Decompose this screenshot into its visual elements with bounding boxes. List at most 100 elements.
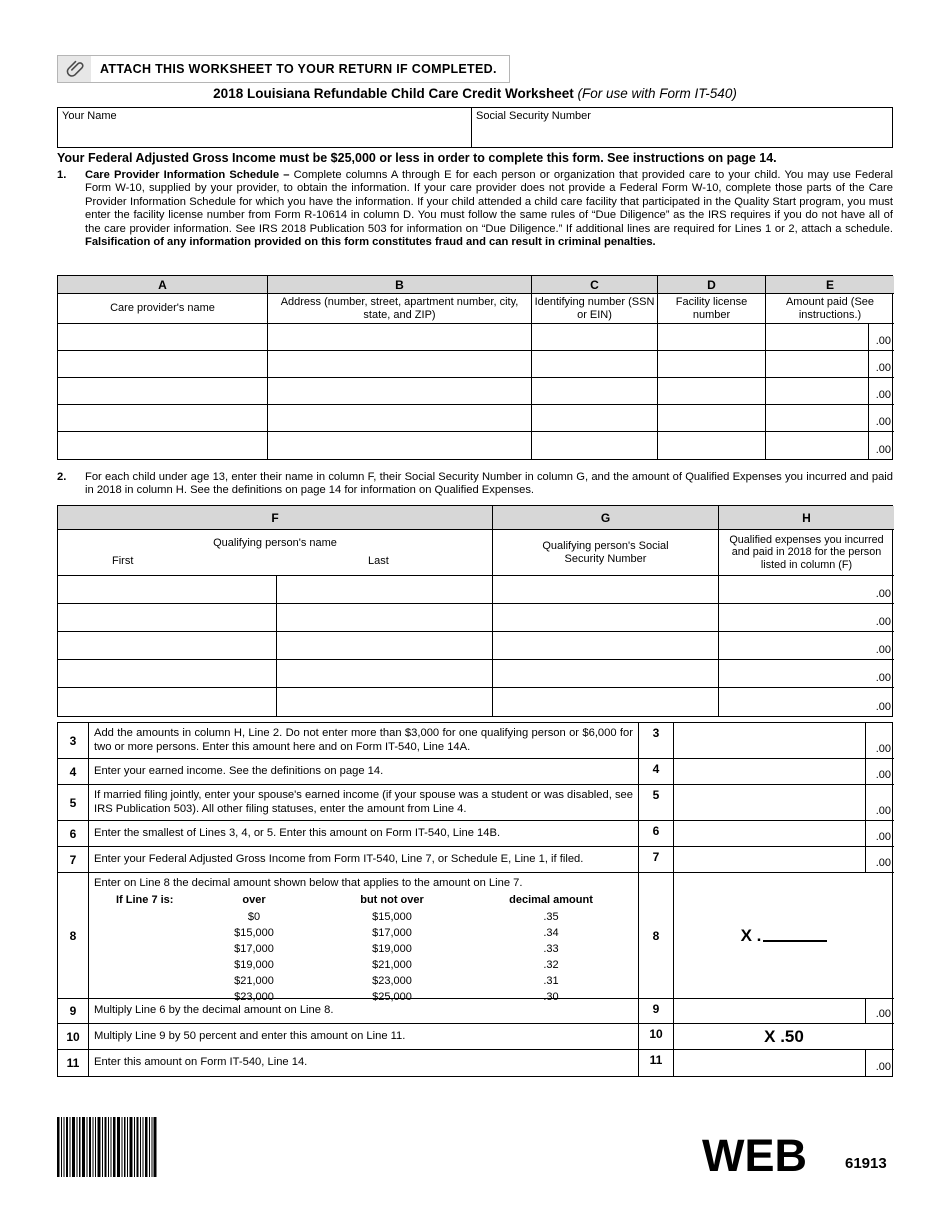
attach-notice-strip: ATTACH THIS WORKSHEET TO YOUR RETURN IF …: [57, 55, 510, 83]
provider-address-input[interactable]: [268, 405, 532, 432]
amount-paid-input[interactable]: [766, 324, 869, 351]
qualifying-last-name-input[interactable]: [277, 604, 493, 632]
line-8-label: 8: [58, 873, 89, 999]
identifying-number-input[interactable]: [532, 324, 658, 351]
ssn-field[interactable]: Social Security Number: [472, 108, 892, 147]
care-provider-name-input[interactable]: [58, 324, 268, 351]
table2-letter-f: F: [58, 506, 493, 530]
item-1-body: Complete columns A through E for each pe…: [85, 169, 893, 235]
care-provider-name-input[interactable]: [58, 432, 268, 459]
qualifying-ssn-input[interactable]: [493, 576, 719, 604]
care-provider-name-input[interactable]: [58, 351, 268, 378]
form-title-suffix: (For use with Form IT-540): [577, 86, 737, 101]
line-7-text: Enter your Federal Adjusted Gross Income…: [89, 847, 639, 873]
rate-not-over: $17,000: [372, 927, 412, 939]
identifying-number-input[interactable]: [532, 378, 658, 405]
table1-letter-d: D: [658, 276, 766, 294]
provider-address-input[interactable]: [268, 351, 532, 378]
line-3-number: 3: [639, 723, 674, 759]
qualified-expenses-input[interactable]: .00: [719, 632, 894, 660]
identifying-number-input[interactable]: [532, 351, 658, 378]
line-11-number: 11: [639, 1050, 674, 1076]
table2-header-ssn: Qualifying person's Social Security Numb…: [493, 530, 719, 576]
line-6-amount-input[interactable]: [674, 821, 866, 847]
facility-license-input[interactable]: [658, 324, 766, 351]
line-9-amount-input[interactable]: [674, 999, 866, 1024]
line-10-number: 10: [639, 1024, 674, 1050]
qualifying-ssn-input[interactable]: [493, 660, 719, 688]
table2-header-expenses: Qualified expenses you incurred and paid…: [719, 530, 894, 576]
table1-header-identifying-number: Identifying number (SSN or EIN): [532, 294, 658, 324]
line-4-number: 4: [639, 759, 674, 785]
line-4-amount-input[interactable]: [674, 759, 866, 785]
amount-paid-input[interactable]: [766, 378, 869, 405]
facility-license-input[interactable]: [658, 432, 766, 459]
qualifying-first-name-input[interactable]: [58, 576, 277, 604]
identity-box: Your Name Social Security Number: [57, 107, 893, 148]
qualified-expenses-input[interactable]: .00: [719, 576, 894, 604]
qualifying-first-name-input[interactable]: [58, 660, 277, 688]
qualifying-last-name-input[interactable]: [277, 632, 493, 660]
rate-over: $19,000: [234, 959, 274, 971]
item-1-number: 1.: [57, 169, 67, 181]
rate-not-over: $23,000: [372, 975, 412, 987]
form-number: 61913: [845, 1155, 887, 1172]
expenses-cents: .00: [875, 588, 891, 600]
qualifying-person-table: F G H Qualifying person's name First Las…: [57, 505, 894, 717]
rate-spacer: [114, 957, 206, 973]
line-3-amount-input[interactable]: [674, 723, 866, 759]
rate-over: $23,000: [234, 991, 274, 1003]
qualified-expenses-input[interactable]: .00: [719, 604, 894, 632]
your-name-label: Your Name: [62, 110, 117, 122]
line-10-multiplier: X .50: [674, 1024, 894, 1050]
table2-letter-h: H: [719, 506, 894, 530]
line-6-text: Enter the smallest of Lines 3, 4, or 5. …: [89, 821, 639, 847]
qualifying-first-name-input[interactable]: [58, 632, 277, 660]
line-3-cents: .00: [866, 723, 894, 759]
identifying-number-input[interactable]: [532, 405, 658, 432]
table1-letter-a: A: [58, 276, 268, 294]
your-name-field[interactable]: Your Name: [58, 108, 472, 147]
provider-address-input[interactable]: [268, 324, 532, 351]
amount-paid-input[interactable]: [766, 432, 869, 459]
line-8-text: Enter on Line 8 the decimal amount shown…: [89, 873, 639, 1003]
item-2: 2. For each child under age 13, enter th…: [57, 471, 893, 498]
barcode: [57, 1117, 157, 1177]
rate-not-over: $21,000: [372, 959, 412, 971]
line-8-decimal-input[interactable]: X .: [674, 873, 894, 999]
qualifying-ssn-input[interactable]: [493, 604, 719, 632]
qualified-expenses-input[interactable]: .00: [719, 688, 894, 716]
facility-license-input[interactable]: [658, 351, 766, 378]
amount-paid-input[interactable]: [766, 405, 869, 432]
line-5-label: 5: [58, 785, 89, 821]
rate-decimal: .31: [543, 975, 559, 987]
table1-letter-b: B: [268, 276, 532, 294]
qualified-expenses-input[interactable]: .00: [719, 660, 894, 688]
line-4-text: Enter your earned income. See the defini…: [89, 759, 639, 785]
table1-letter-c: C: [532, 276, 658, 294]
qualifying-last-name-input[interactable]: [277, 660, 493, 688]
provider-address-input[interactable]: [268, 432, 532, 459]
line-11-cents: .00: [875, 1061, 891, 1073]
rate-over: $21,000: [234, 975, 274, 987]
care-provider-name-input[interactable]: [58, 405, 268, 432]
item-2-text: For each child under age 13, enter their…: [85, 471, 893, 497]
qualifying-ssn-input[interactable]: [493, 632, 719, 660]
line-7-amount-input[interactable]: [674, 847, 866, 873]
amount-paid-input[interactable]: [766, 351, 869, 378]
line-5-amount-input[interactable]: [674, 785, 866, 821]
qualifying-last-name-input[interactable]: [277, 688, 493, 716]
line-11-amount-input[interactable]: [674, 1050, 866, 1076]
facility-license-input[interactable]: [658, 378, 766, 405]
qualifying-first-name-input[interactable]: [58, 688, 277, 716]
rate-col2-header: but not over: [360, 893, 424, 906]
facility-license-input[interactable]: [658, 405, 766, 432]
qualifying-ssn-input[interactable]: [493, 688, 719, 716]
qualifying-last-name-input[interactable]: [277, 576, 493, 604]
paperclip-icon-box: [58, 56, 91, 82]
provider-address-input[interactable]: [268, 378, 532, 405]
qualifying-first-name-input[interactable]: [58, 604, 277, 632]
qualifying-name-label: Qualifying person's name: [213, 537, 337, 549]
care-provider-name-input[interactable]: [58, 378, 268, 405]
identifying-number-input[interactable]: [532, 432, 658, 459]
